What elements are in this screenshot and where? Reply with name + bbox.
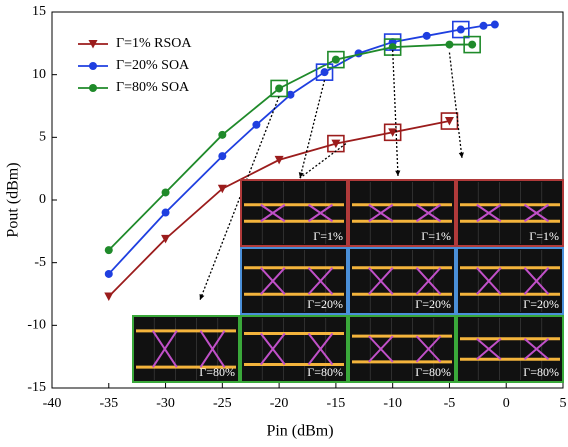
marker xyxy=(275,156,284,165)
marker xyxy=(218,152,226,160)
legend-label: Γ=80% SOA xyxy=(116,80,190,95)
y-axis-label: Pout (dBm) xyxy=(5,162,22,237)
marker xyxy=(89,62,97,70)
eye-label: Γ=80% xyxy=(307,365,343,379)
arrow-head xyxy=(395,170,400,176)
marker xyxy=(332,56,340,64)
x-tick-label: -35 xyxy=(99,396,118,411)
arrow-line xyxy=(393,50,398,176)
eye-diagram: Γ=80% xyxy=(349,316,455,382)
x-tick-label: -15 xyxy=(327,396,346,411)
y-tick-label: 5 xyxy=(39,130,46,145)
marker xyxy=(491,21,499,29)
marker xyxy=(105,270,113,278)
eye-diagram: Γ=1% xyxy=(349,180,455,246)
marker xyxy=(252,121,260,129)
arrow-line xyxy=(300,144,346,178)
x-tick-label: -10 xyxy=(383,396,402,411)
marker xyxy=(89,84,97,92)
eye-label: Γ=80% xyxy=(199,365,235,379)
marker xyxy=(162,188,170,196)
legend-label: Γ=1% RSOA xyxy=(116,36,192,51)
eye-diagram: Γ=20% xyxy=(349,248,455,314)
marker xyxy=(104,293,113,302)
marker xyxy=(275,84,283,92)
y-tick-label: -5 xyxy=(34,255,46,270)
eye-label: Γ=1% xyxy=(313,229,343,243)
y-tick-label: 15 xyxy=(32,4,46,19)
marker xyxy=(321,68,329,76)
marker xyxy=(457,26,465,34)
chart: Pin (dBm) Pout (dBm) -40 -35 -30 -25 -20 -15 -… xyxy=(0,0,568,447)
x-tick-label: 5 xyxy=(560,396,567,411)
legend-label: Γ=20% SOA xyxy=(116,58,190,73)
eye-diagram: Γ=20% xyxy=(241,248,347,314)
eye-diagram: Γ=80% xyxy=(241,316,347,382)
eye-label: Γ=20% xyxy=(523,297,559,311)
arrow-line xyxy=(449,53,462,158)
y-tick-label: 0 xyxy=(39,192,46,207)
marker xyxy=(480,22,488,30)
marker xyxy=(445,41,453,49)
eye-label: Γ=80% xyxy=(523,365,559,379)
eye-diagram: Γ=80% xyxy=(133,316,239,382)
marker xyxy=(423,32,431,40)
marker xyxy=(162,209,170,217)
arrow-line xyxy=(300,80,325,178)
eye-diagram: Γ=20% xyxy=(457,248,563,314)
marker xyxy=(468,41,476,49)
x-tick-label: -30 xyxy=(156,396,175,411)
eye-label: Γ=20% xyxy=(307,297,343,311)
x-tick-label: 0 xyxy=(503,396,510,411)
eye-label: Γ=1% xyxy=(421,229,451,243)
eye-diagram: Γ=1% xyxy=(457,180,563,246)
y-tick-label: -15 xyxy=(27,380,46,395)
eye-label: Γ=80% xyxy=(415,365,451,379)
x-tick-label: -5 xyxy=(444,396,456,411)
x-tick-label: -25 xyxy=(213,396,232,411)
eye-label: Γ=1% xyxy=(529,229,559,243)
eye-diagram: Γ=1% xyxy=(241,180,347,246)
x-tick-label: -20 xyxy=(270,396,289,411)
eye-diagram: Γ=80% xyxy=(457,316,563,382)
marker xyxy=(105,246,113,254)
x-axis-label: Pin (dBm) xyxy=(266,423,333,440)
marker xyxy=(218,131,226,139)
y-tick-label: -10 xyxy=(27,318,46,333)
y-tick-label: 10 xyxy=(32,67,46,82)
eye-label: Γ=20% xyxy=(415,297,451,311)
x-tick-label: -40 xyxy=(43,396,62,411)
